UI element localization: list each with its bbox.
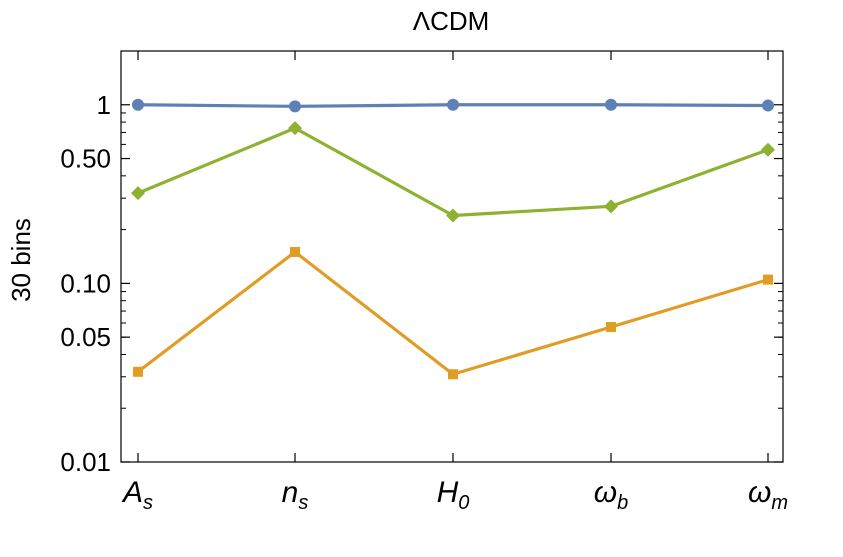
x-tick-label-3: ωb [594,476,629,514]
x-tick-label-4: ωm [748,476,788,514]
series-0-point-3 [605,98,617,111]
series-2-point-3 [606,321,616,332]
y-tick-label-1: 0.05 [60,322,111,352]
y-tick-label-3: 0.50 [60,144,111,174]
tick-labels: 0.01 0.05 0.10 0.50 1 As ns H0 ωb ωm [60,90,788,514]
x-tick-label-0: As [121,476,153,514]
series-0-point-2 [447,98,459,111]
series-1-point-2 [446,208,460,223]
axis-ticks [121,51,783,463]
x-tick-label-2: H0 [437,476,470,514]
series-2-point-1 [290,246,300,257]
series-2-point-0 [133,366,143,377]
series-2-point-4 [763,274,773,285]
series-1-line [137,126,769,218]
series-2-point-2 [448,369,458,380]
x-tick-label-1: ns [282,476,309,514]
y-tick-label-0: 0.01 [60,447,111,477]
y-tick-label-4: 1 [97,90,111,120]
plot-frame [120,50,784,463]
y-tick-label-2: 0.10 [60,268,111,298]
y-axis-label: 30 bins [6,218,36,302]
series-0-point-0 [132,98,144,111]
chart-title: ΛCDM [413,6,490,36]
series-2-line [137,250,769,376]
series-0-point-1 [289,100,301,113]
series-1-point-4 [761,142,775,157]
series-markers [131,98,775,380]
series-lines [137,103,769,376]
series-1-point-1 [288,121,302,136]
series-1-point-0 [131,186,145,201]
series-1-point-3 [604,199,618,214]
series-0-point-4 [762,99,774,112]
